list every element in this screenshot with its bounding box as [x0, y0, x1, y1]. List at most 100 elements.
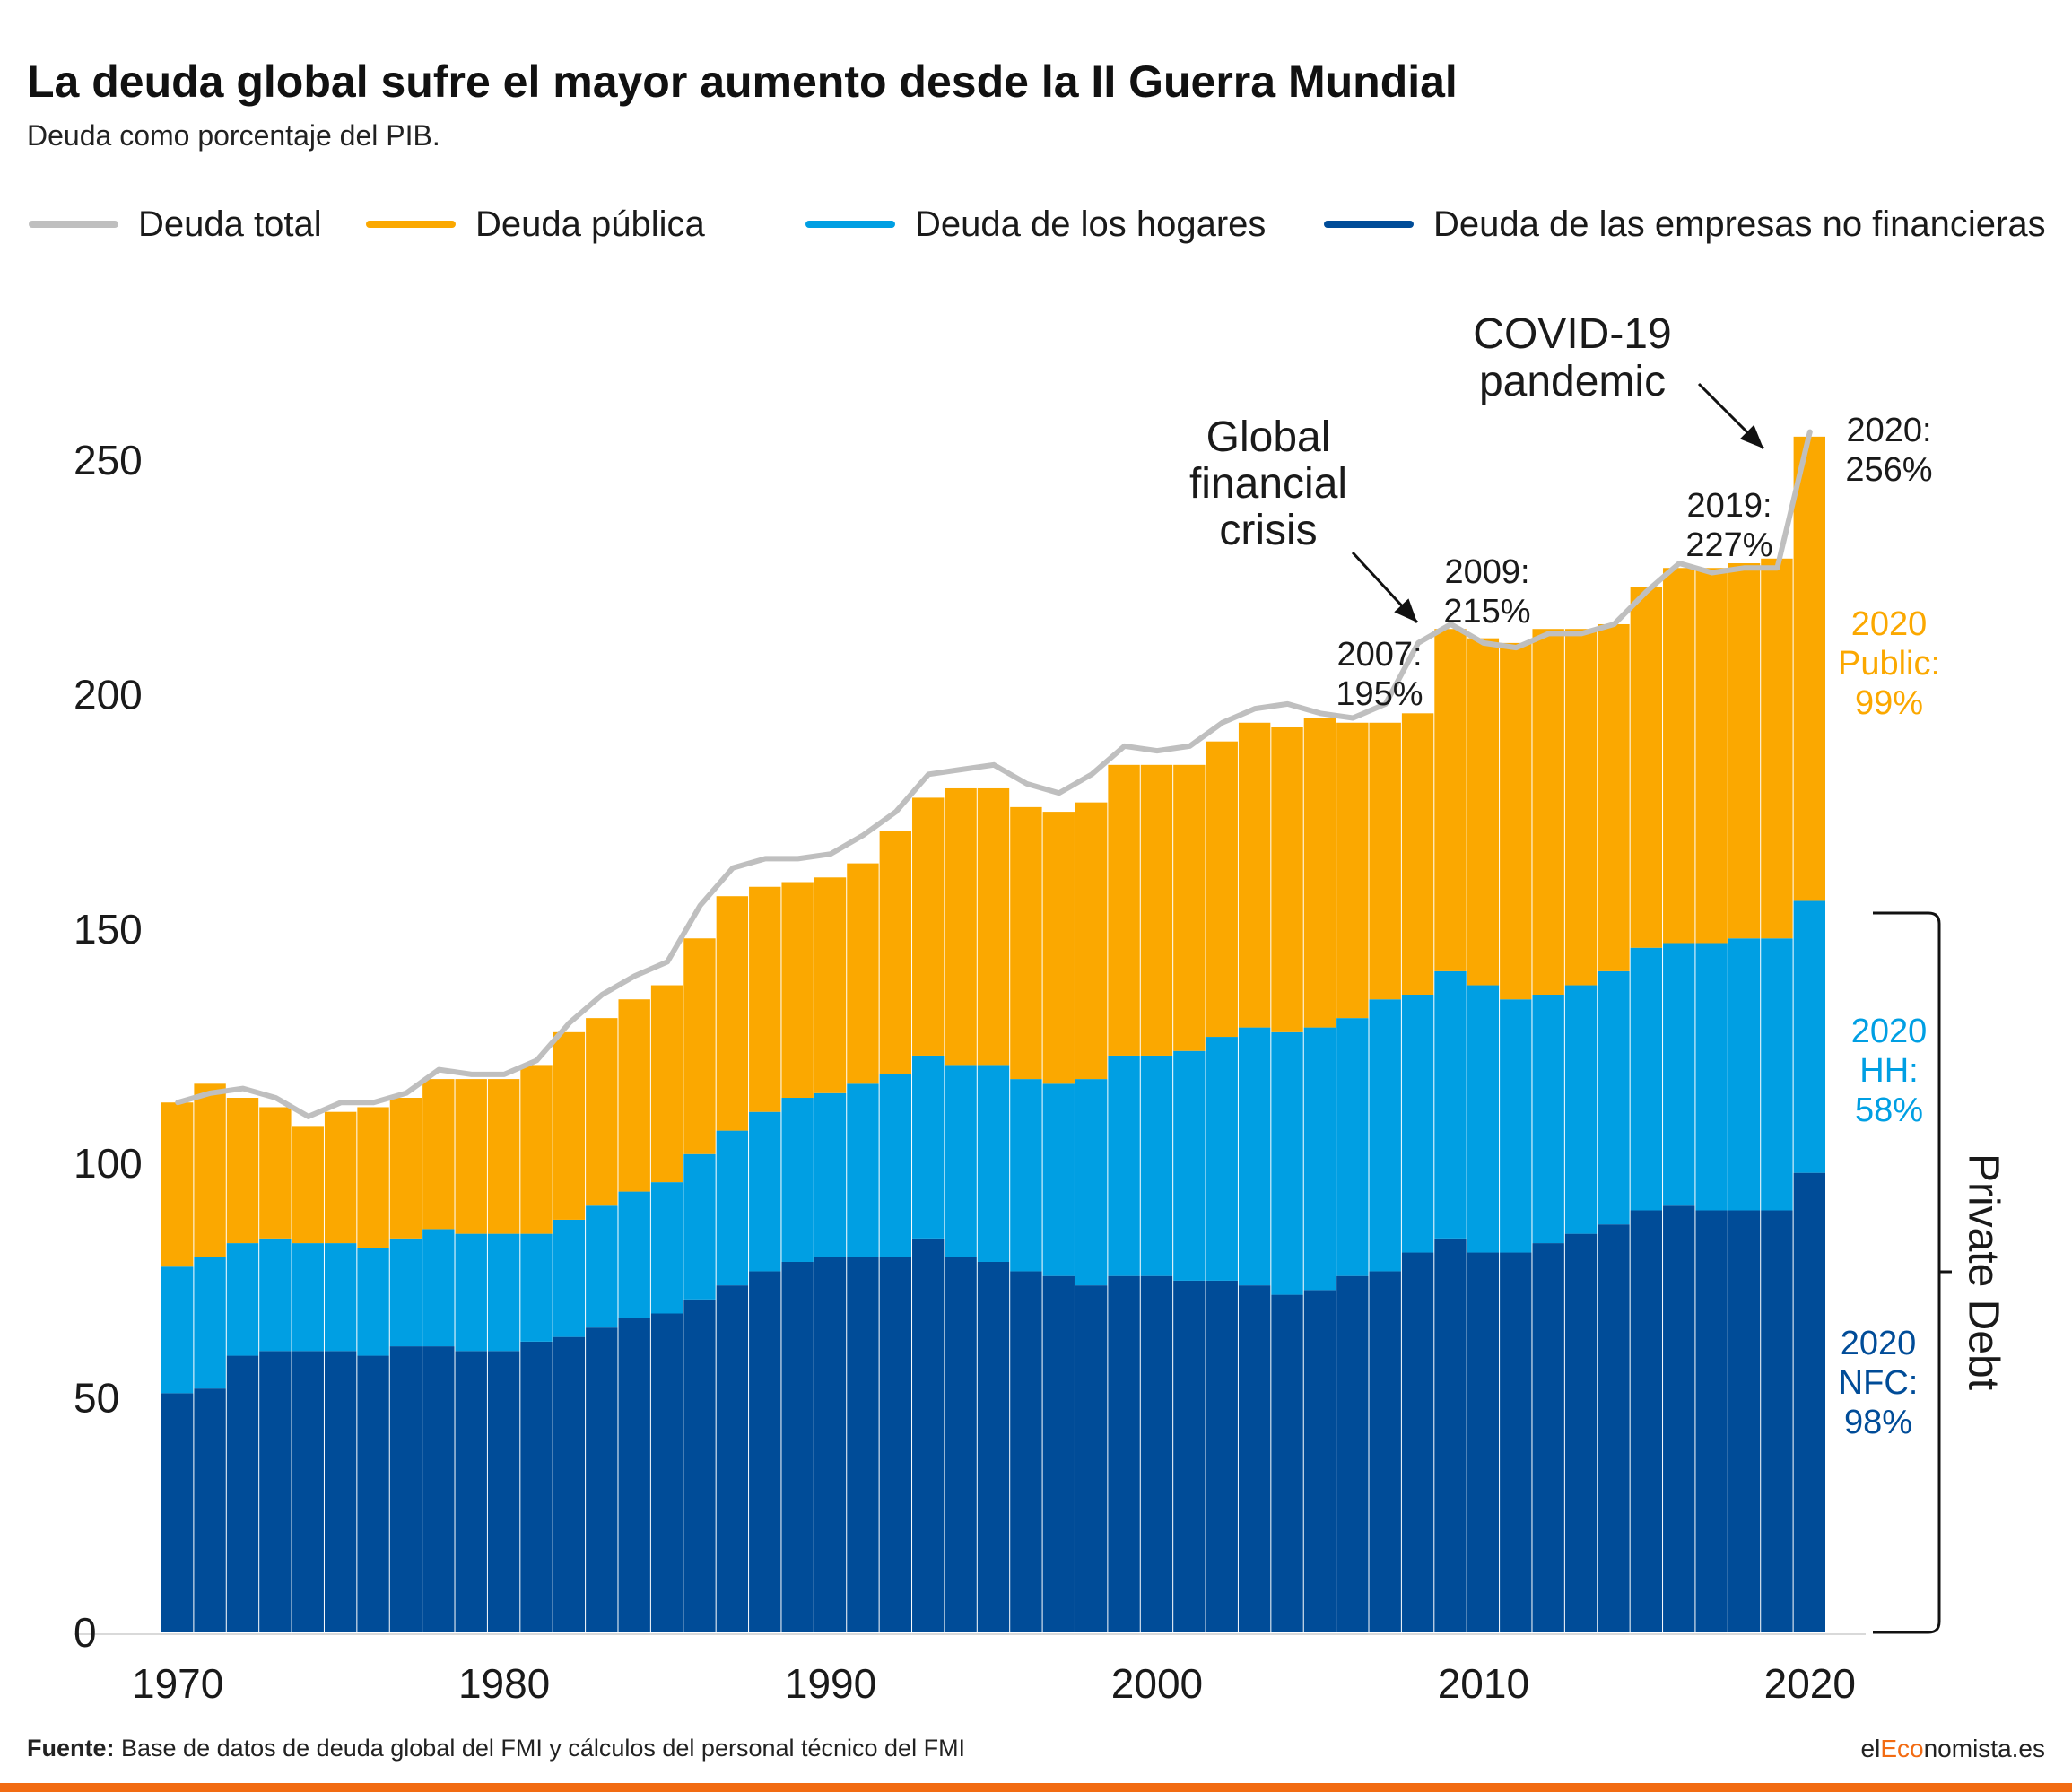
bar-segment-1986-hh — [683, 1153, 717, 1300]
bar-segment-1998-public — [1075, 802, 1109, 1080]
legend-item-deuda-total: Deuda total — [29, 199, 322, 249]
brand-suffix: nomista.es — [1923, 1735, 2045, 1762]
annotation-hh-2020: HH: — [1859, 1052, 1918, 1090]
bar-segment-1979-nfc — [455, 1351, 488, 1632]
bar-segment-2004-nfc — [1271, 1294, 1304, 1632]
bar-segment-1988-hh — [749, 1111, 782, 1272]
bar-segment-1981-hh — [520, 1233, 553, 1342]
bar-segment-2018-nfc — [1728, 1210, 1762, 1632]
bar-segment-1970-public — [161, 1102, 195, 1267]
bar-segment-2012-hh — [1532, 994, 1565, 1244]
page-title: La deuda global sufre el mayor aumento d… — [27, 57, 1458, 107]
legend-label: Deuda de las empresas no financieras — [1433, 204, 2046, 244]
bar-segment-2012-public — [1532, 629, 1565, 995]
y-tick-label: 50 — [74, 1375, 119, 1422]
bar-segment-1993-public — [912, 797, 945, 1056]
bar-segment-1988-public — [749, 886, 782, 1112]
bar-segment-2015-nfc — [1630, 1210, 1664, 1632]
bar-segment-1973-hh — [259, 1238, 292, 1352]
bar-segment-2016-nfc — [1663, 1205, 1696, 1632]
x-tick-label: 1970 — [132, 1660, 223, 1707]
annotation-nfc-2020: NFC: — [1839, 1364, 1919, 1402]
bar-segment-1971-public — [194, 1083, 227, 1257]
bar-segment-1993-hh — [912, 1055, 945, 1239]
bar-segment-1990-public — [814, 877, 848, 1093]
bar-segment-1990-nfc — [814, 1257, 848, 1632]
bar-segment-1979-hh — [455, 1233, 488, 1352]
annotation-nfc-2020: 98% — [1844, 1404, 1912, 1441]
bar-segment-1982-public — [553, 1031, 587, 1220]
bar-segment-2017-public — [1695, 568, 1728, 944]
bar-segment-2014-public — [1598, 623, 1631, 971]
bar-segment-1984-public — [618, 999, 651, 1192]
bar-segment-1987-public — [716, 896, 750, 1131]
bar-segment-1977-hh — [389, 1238, 423, 1347]
bar-segment-1980-hh — [487, 1233, 521, 1352]
bar-segment-1981-public — [520, 1065, 553, 1234]
annotation-public-2020: Public: — [1838, 645, 1940, 683]
bar-segment-1976-nfc — [357, 1355, 390, 1632]
bar-segment-1975-nfc — [324, 1351, 358, 1632]
legend-item-deuda-empresas: Deuda de las empresas no financieras — [1324, 199, 2046, 249]
bar-segment-1982-hh — [553, 1219, 587, 1337]
source-label: Fuente: — [27, 1735, 115, 1762]
bar-segment-1996-public — [1010, 806, 1043, 1080]
bar-segment-1976-hh — [357, 1248, 390, 1356]
bar-segment-2018-hh — [1728, 938, 1762, 1211]
bar-segment-1987-hh — [716, 1130, 750, 1286]
bar-segment-1995-nfc — [977, 1261, 1011, 1632]
bar-segment-1975-public — [324, 1111, 358, 1244]
bar-segment-2010-hh — [1467, 985, 1501, 1253]
legend-swatch-households — [805, 221, 895, 228]
annotation-gfc: crisis — [1219, 507, 1317, 554]
arrow-gfc-head — [1394, 598, 1417, 622]
annotation-2007: 195% — [1336, 675, 1423, 713]
bar-segment-1993-nfc — [912, 1238, 945, 1632]
bar-segment-1985-hh — [650, 1182, 684, 1314]
bar-segment-2010-nfc — [1467, 1252, 1501, 1632]
annotation-public-2020: 2020 — [1851, 605, 1928, 643]
bar-segment-2011-nfc — [1500, 1252, 1533, 1632]
bar-segment-1997-nfc — [1042, 1275, 1075, 1632]
legend-swatch-corporate — [1324, 221, 1414, 228]
bar-segment-2016-hh — [1663, 943, 1696, 1206]
bar-segment-2009-hh — [1434, 970, 1467, 1239]
bar-segment-2006-public — [1336, 722, 1370, 1019]
bar-segment-2018-public — [1728, 563, 1762, 939]
private-debt-label: Private Debt — [1959, 1153, 2007, 1390]
brand-accent: Eco — [1880, 1735, 1924, 1762]
bar-segment-1982-nfc — [553, 1336, 587, 1632]
bar-segment-1978-hh — [422, 1229, 456, 1347]
bar-segment-2017-nfc — [1695, 1210, 1728, 1632]
x-tick-label: 2010 — [1438, 1660, 1529, 1707]
bar-segment-1976-public — [357, 1107, 390, 1248]
bar-segment-1986-public — [683, 938, 717, 1154]
x-tick-label: 2000 — [1111, 1660, 1203, 1707]
source-text: Base de datos de deuda global del FMI y … — [121, 1735, 966, 1762]
annotation-hh-2020: 58% — [1855, 1092, 1923, 1129]
bar-segment-1972-nfc — [226, 1355, 260, 1632]
bar-segment-2017-hh — [1695, 943, 1728, 1211]
bar-segment-1983-hh — [586, 1205, 619, 1328]
annotation-2019: 227% — [1685, 526, 1772, 564]
bar-segment-2009-public — [1434, 629, 1467, 971]
bar-segment-1992-hh — [879, 1074, 913, 1257]
bar-segment-2019-public — [1761, 558, 1794, 939]
bar-segment-2007-nfc — [1369, 1271, 1402, 1632]
legend-label: Deuda total — [138, 204, 322, 244]
bar-segment-2019-nfc — [1761, 1210, 1794, 1632]
bar-segment-2003-public — [1238, 722, 1272, 1028]
y-tick-label: 100 — [74, 1140, 143, 1187]
bar-segment-1997-hh — [1042, 1083, 1075, 1276]
bar-segment-1984-hh — [618, 1191, 651, 1318]
bar-segment-1974-hh — [292, 1243, 325, 1352]
bar-segment-1986-nfc — [683, 1299, 717, 1632]
bar-segment-1995-public — [977, 787, 1011, 1066]
bar-segment-1988-nfc — [749, 1271, 782, 1632]
bar-segment-1977-public — [389, 1098, 423, 1239]
legend-item-deuda-hogares: Deuda de los hogares — [805, 199, 1266, 249]
bar-segment-1997-public — [1042, 812, 1075, 1084]
y-tick-label: 250 — [74, 437, 143, 483]
bar-segment-2008-nfc — [1401, 1252, 1435, 1632]
bar-segment-1974-public — [292, 1126, 325, 1244]
